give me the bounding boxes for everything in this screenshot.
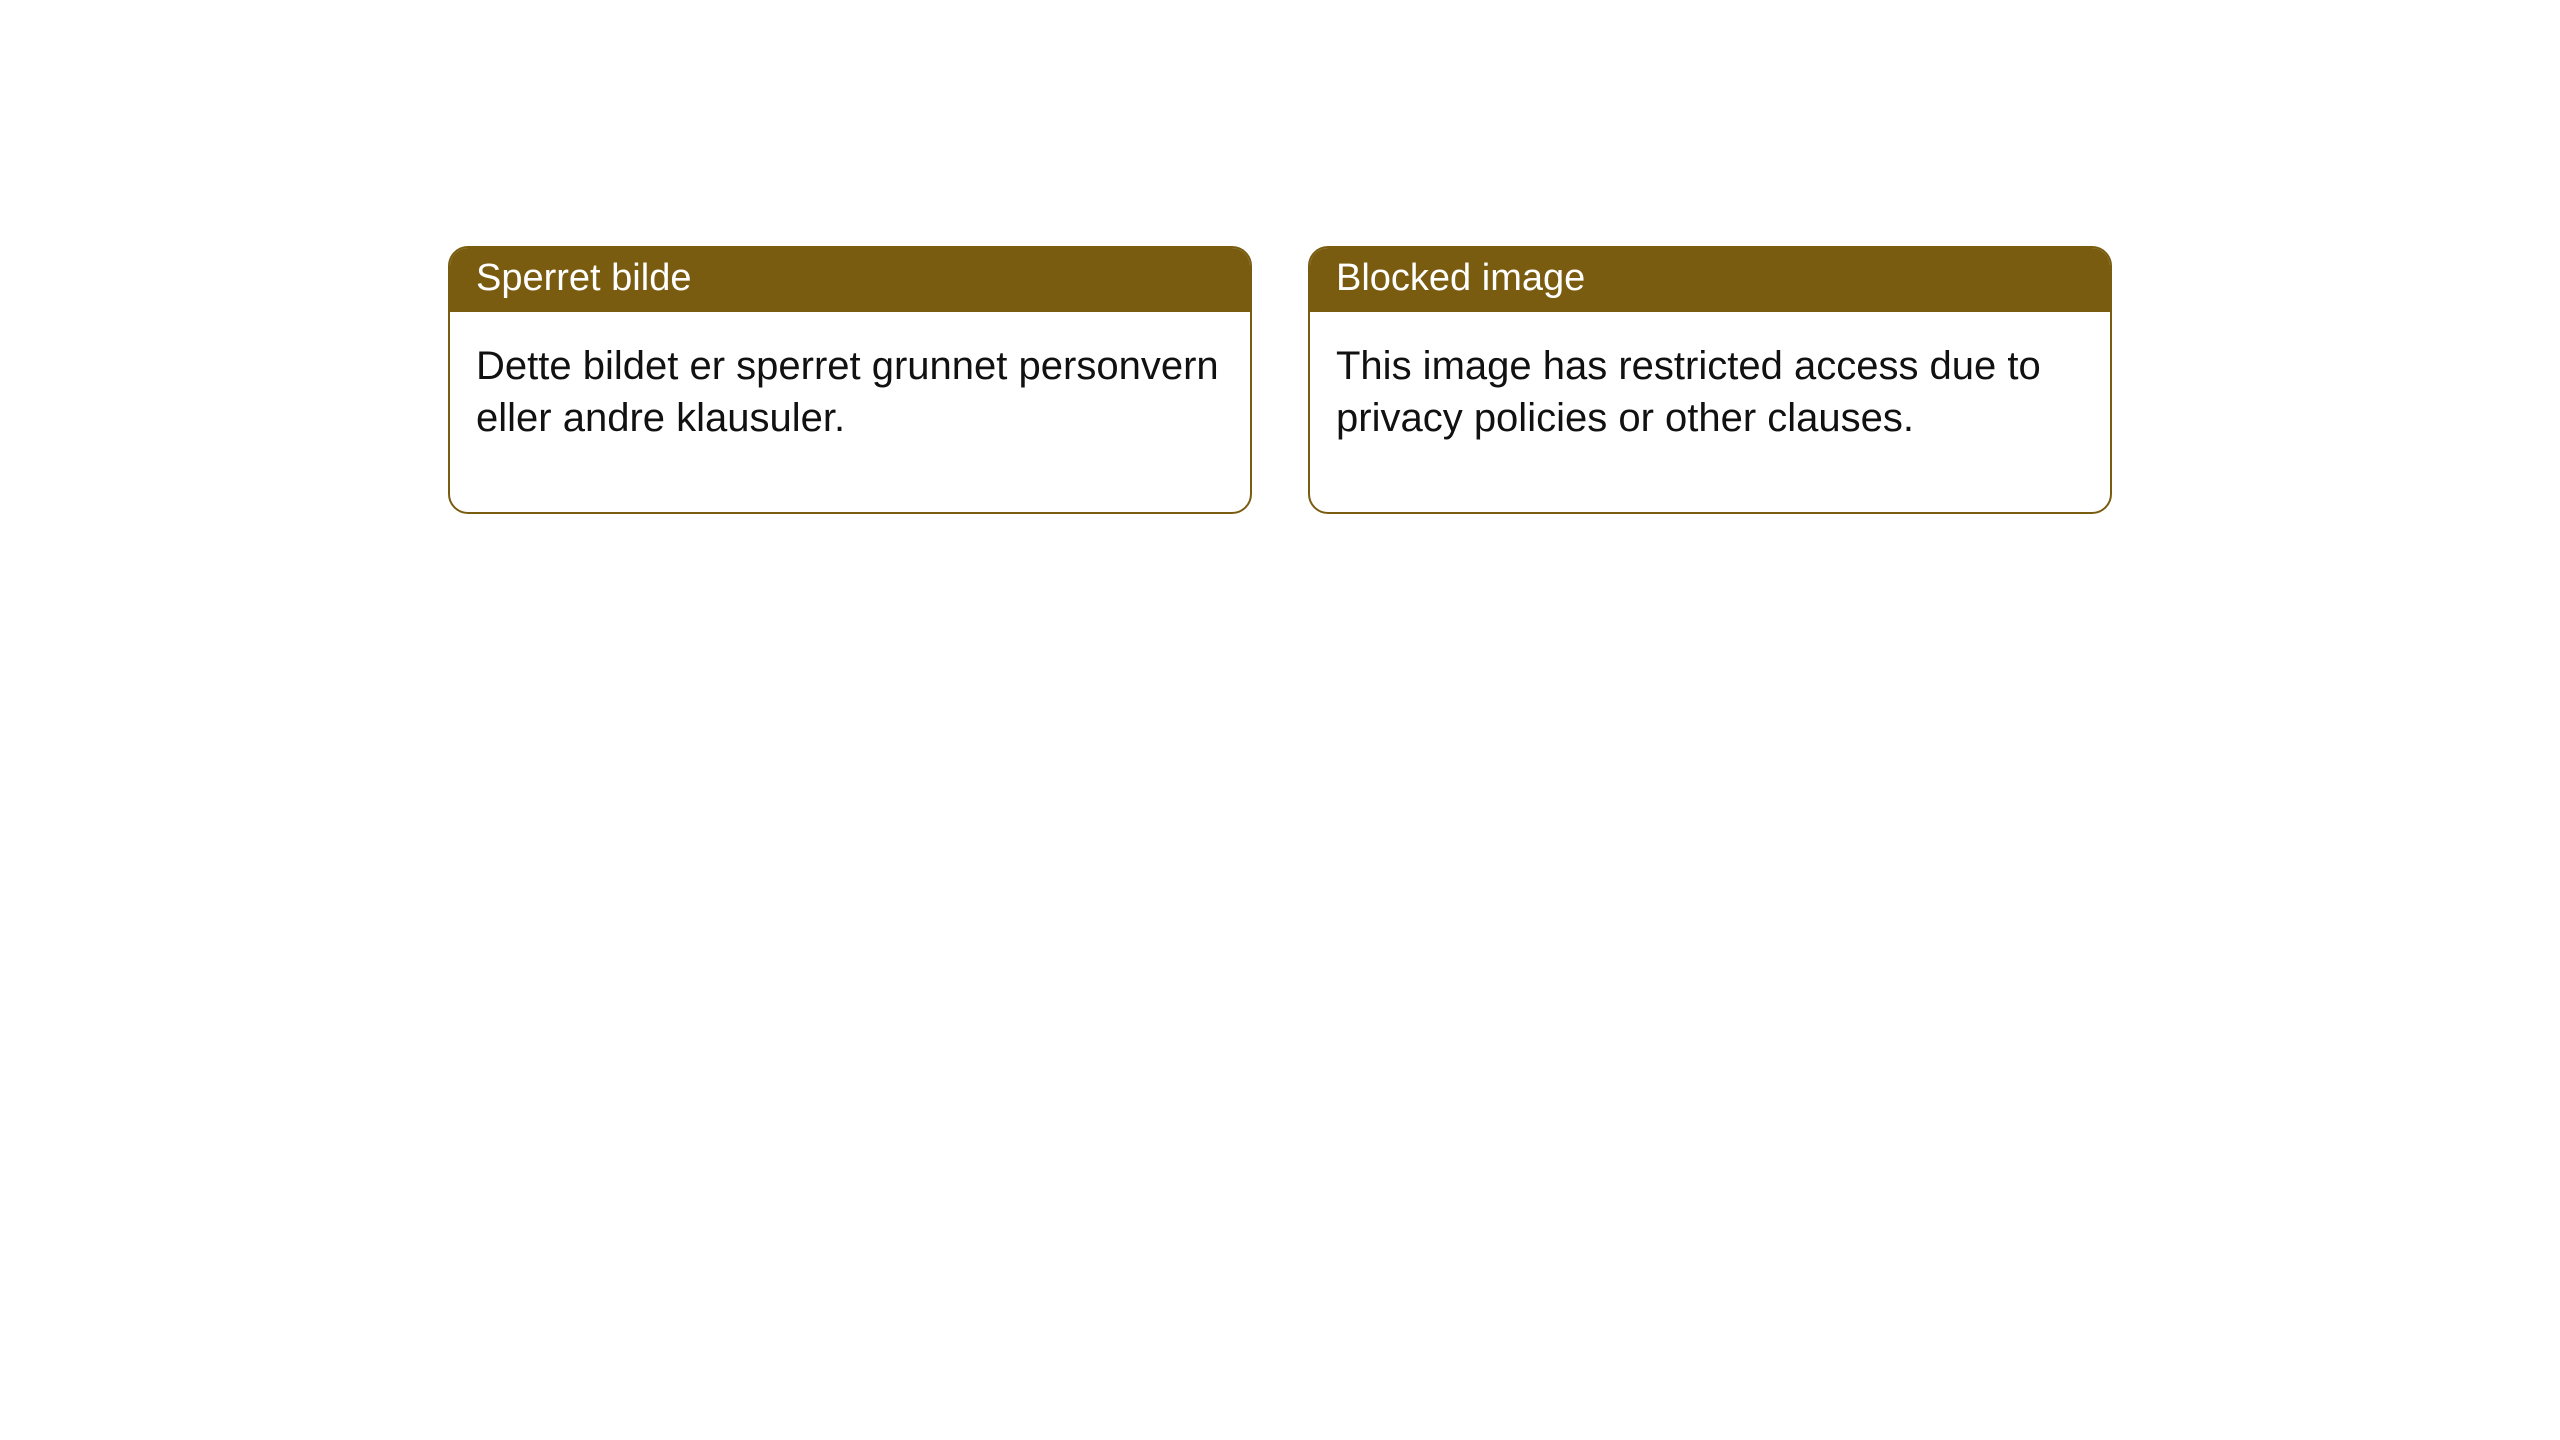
card-row: Sperret bilde Dette bildet er sperret gr… xyxy=(0,0,2560,514)
card-title: Blocked image xyxy=(1310,248,2110,312)
blocked-image-card-en: Blocked image This image has restricted … xyxy=(1308,246,2112,514)
card-title: Sperret bilde xyxy=(450,248,1250,312)
blocked-image-card-no: Sperret bilde Dette bildet er sperret gr… xyxy=(448,246,1252,514)
card-body: This image has restricted access due to … xyxy=(1310,312,2110,512)
card-body: Dette bildet er sperret grunnet personve… xyxy=(450,312,1250,512)
